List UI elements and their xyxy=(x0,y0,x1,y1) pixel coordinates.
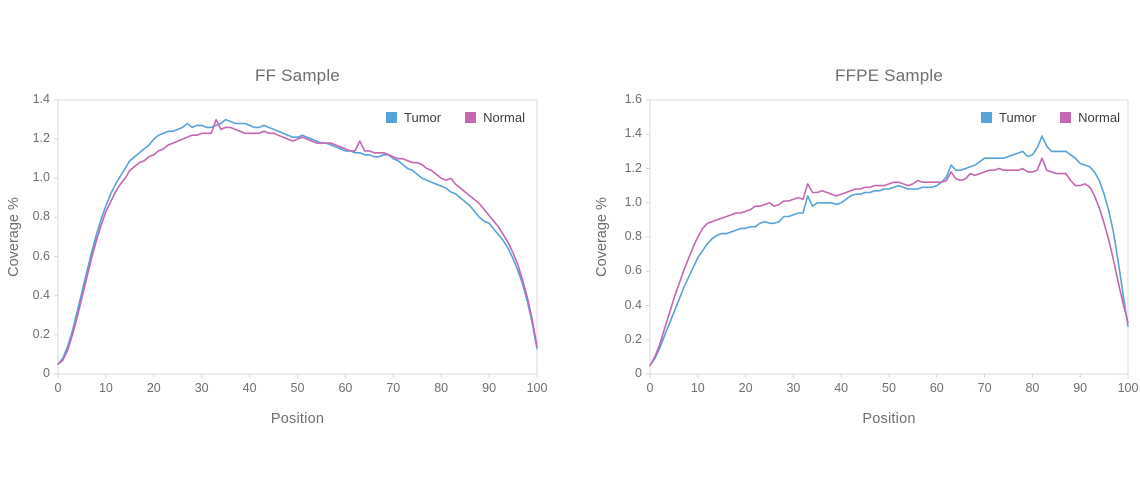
y-tick-label: 0.8 xyxy=(624,229,642,243)
ff-plot-area xyxy=(54,99,538,378)
x-tick-label: 0 xyxy=(54,381,62,395)
x-tick-label: 80 xyxy=(1025,381,1040,395)
y-tick-label: 0.2 xyxy=(32,326,50,341)
legend-label-tumor: Tumor xyxy=(404,110,442,125)
legend-item-normal: Normal xyxy=(465,110,525,125)
ffpe-sample-chart: FFPE Sample Coverage % Position Tumor No… xyxy=(570,0,1140,500)
tumor-swatch-icon xyxy=(981,112,993,123)
y-tick-label: 0.4 xyxy=(624,297,642,312)
x-tick-label: 50 xyxy=(882,381,896,395)
y-tick-label: 1.4 xyxy=(624,126,642,141)
x-tick-label: 40 xyxy=(834,381,849,395)
y-tick-label: 0.6 xyxy=(32,248,50,263)
x-tick-label: 90 xyxy=(1073,381,1088,395)
y-tick-label: 1.2 xyxy=(624,160,642,175)
y-tick-label: 1.0 xyxy=(624,194,642,209)
y-tick-label: 0.8 xyxy=(32,209,50,224)
chart-title: FFPE Sample xyxy=(834,66,943,85)
x-tick-label: 20 xyxy=(146,381,161,395)
y-tick-label: 0 xyxy=(43,366,50,380)
legend-label-normal: Normal xyxy=(483,110,525,125)
x-tick-label: 90 xyxy=(482,381,497,395)
x-tick-label: 100 xyxy=(526,381,548,395)
y-tick-label: 0.6 xyxy=(624,263,642,278)
legend: Tumor Normal xyxy=(981,110,1120,125)
normal-swatch-icon xyxy=(1060,112,1072,123)
tumor-line xyxy=(57,118,538,366)
normal-line xyxy=(649,157,1129,367)
x-axis-label: Position xyxy=(270,411,325,427)
legend-item-normal: Normal xyxy=(1060,110,1120,125)
x-tick-label: 30 xyxy=(786,381,801,395)
legend-item-tumor: Tumor xyxy=(386,110,441,125)
y-tick-label: 0 xyxy=(635,366,642,380)
plot-border xyxy=(649,99,1129,375)
x-tick-label: 50 xyxy=(290,381,305,395)
x-axis-label: Position xyxy=(862,411,916,427)
y-tick-label: 1.4 xyxy=(32,92,50,106)
x-tick-label: 60 xyxy=(929,381,944,395)
x-tick-label: 30 xyxy=(194,381,209,395)
legend: Tumor Normal xyxy=(386,110,525,125)
x-tick-label: 70 xyxy=(977,381,992,395)
x-tick-label: 100 xyxy=(1117,381,1139,395)
x-tick-label: 70 xyxy=(386,381,401,395)
y-tick-label: 1.0 xyxy=(32,170,50,185)
ff-sample-chart: FF Sample Coverage % Position Tumor Norm… xyxy=(6,66,548,427)
y-axis-label: Coverage % xyxy=(6,197,22,277)
x-tick-label: 40 xyxy=(242,381,257,395)
x-tick-label: 10 xyxy=(98,381,113,395)
tumor-line xyxy=(649,135,1129,367)
x-tick-label: 80 xyxy=(434,381,449,395)
chart-title: FF Sample xyxy=(255,66,340,85)
plot-border xyxy=(57,99,538,375)
legend-item-tumor: Tumor xyxy=(981,110,1036,125)
y-tick-label: 0.2 xyxy=(624,331,642,346)
tumor-swatch-icon xyxy=(386,112,398,123)
legend-label-normal: Normal xyxy=(1078,110,1120,125)
x-tick-label: 60 xyxy=(338,381,353,395)
legend-label-tumor: Tumor xyxy=(999,110,1037,125)
x-tick-label: 0 xyxy=(646,381,654,395)
normal-line xyxy=(57,118,538,366)
x-tick-label: 20 xyxy=(738,381,753,395)
y-tick-label: 1.6 xyxy=(624,92,642,106)
y-tick-label: 0.4 xyxy=(32,287,50,302)
normal-swatch-icon xyxy=(465,112,477,123)
x-tick-label: 10 xyxy=(690,381,705,395)
ffpe-plot-area xyxy=(646,99,1129,378)
y-tick-label: 1.2 xyxy=(32,131,50,146)
